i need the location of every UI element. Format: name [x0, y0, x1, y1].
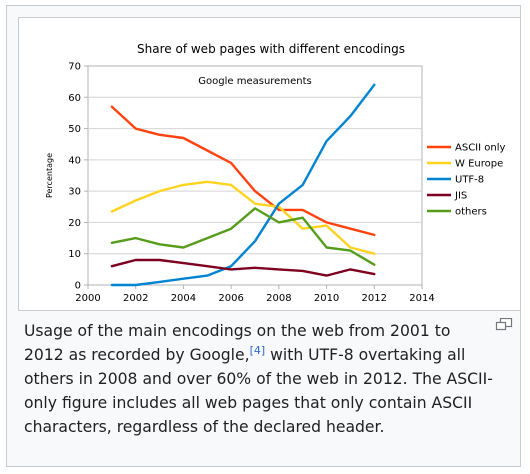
figure-thumbnail: 0 10 20 30 40 50 60 70 2000 2002 2004 2006 2008 2010 2…	[6, 5, 521, 467]
x-tick-label: 2000	[75, 293, 100, 304]
x-tick-label: 2010	[314, 293, 339, 304]
y-tick-label: 60	[68, 93, 81, 104]
y-axis-label: Percentage	[45, 153, 54, 198]
figure-caption: Usage of the main encodings on the web f…	[24, 319, 494, 439]
y-tick-label: 70	[68, 62, 81, 73]
chart: 0 10 20 30 40 50 60 70 2000 2002 2004 2006 2008 2010 2…	[19, 18, 522, 312]
chart-title: Share of web pages with different encodi…	[137, 42, 405, 56]
y-tick-label: 20	[68, 218, 81, 229]
x-tick-label: 2006	[218, 293, 243, 304]
y-tick-label: 10	[68, 249, 81, 260]
y-tick-label: 30	[68, 187, 81, 198]
x-tick-label: 2002	[123, 293, 148, 304]
y-tick-label: 0	[75, 281, 81, 292]
chart-image[interactable]: 0 10 20 30 40 50 60 70 2000 2002 2004 2006 2008 2010 2…	[18, 17, 521, 311]
legend-label: W Europe	[455, 159, 503, 170]
x-tick-label: 2014	[409, 293, 434, 304]
legend-label: UTF-8	[455, 175, 484, 186]
legend-label: JIS	[454, 191, 467, 202]
x-tick-label: 2004	[171, 293, 196, 304]
legend-label: others	[455, 207, 487, 218]
y-tick-label: 40	[68, 155, 81, 166]
legend-label: ASCII only	[455, 143, 505, 154]
chart-subtitle: Google measurements	[198, 76, 311, 87]
x-tick-label: 2012	[362, 293, 387, 304]
y-tick-label: 50	[68, 124, 81, 135]
x-tick-label: 2008	[266, 293, 291, 304]
reference-link[interactable]: [4]	[250, 344, 266, 357]
magnify-icon[interactable]	[495, 317, 513, 331]
